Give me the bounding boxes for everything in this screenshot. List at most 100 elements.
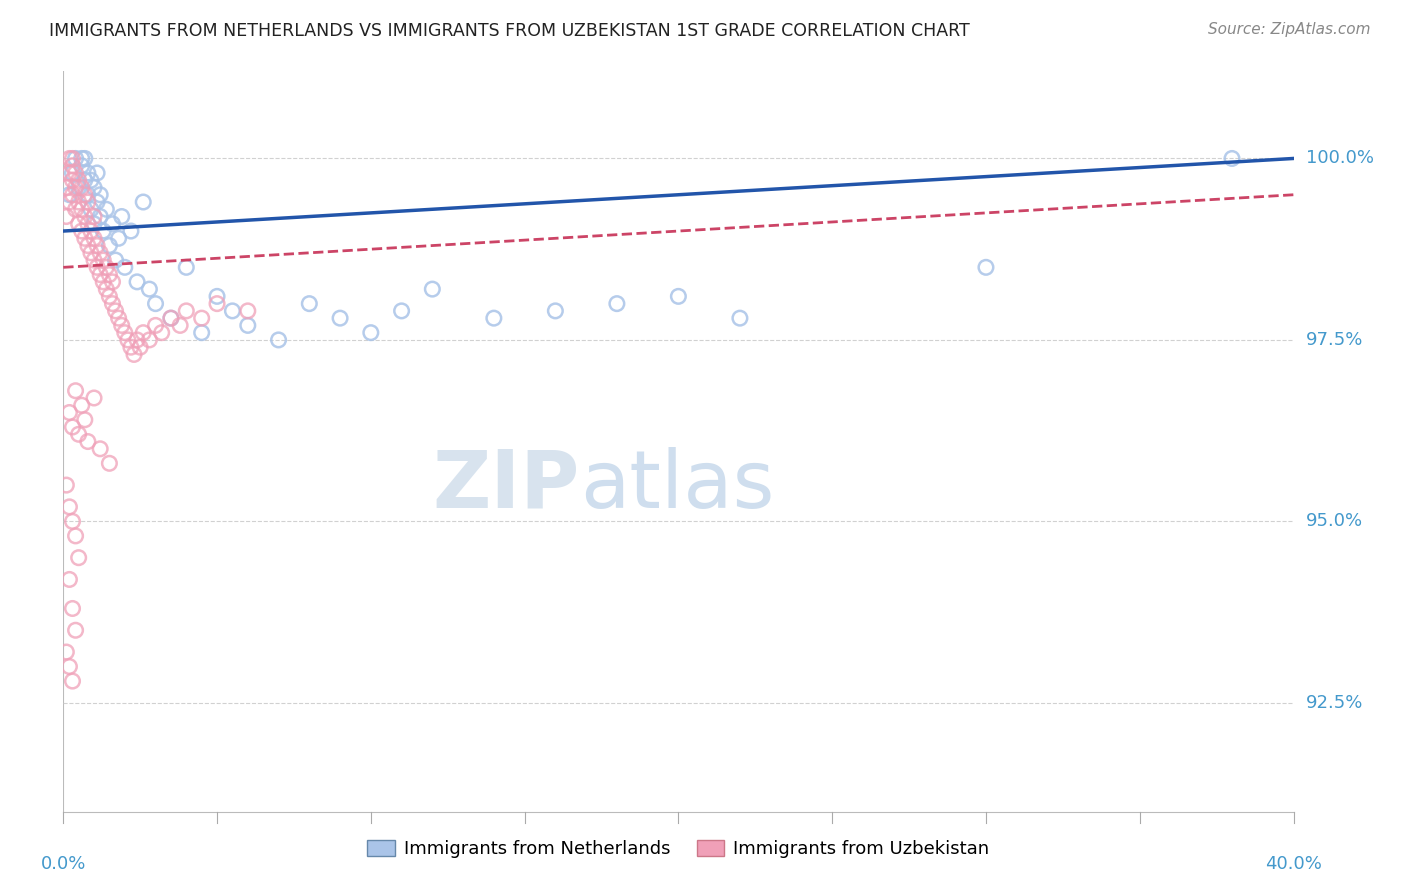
Point: [221, 304, 243, 318]
Point: [65, 202, 87, 217]
Point: [62, 420, 84, 434]
Point: [150, 326, 173, 340]
Point: [101, 296, 124, 310]
Point: [70, 159, 93, 173]
Point: [205, 296, 228, 310]
Point: [160, 311, 183, 326]
Legend: Immigrants from Netherlands, Immigrants from Uzbekistan: Immigrants from Netherlands, Immigrants …: [360, 833, 997, 865]
Point: [98, 456, 121, 470]
Point: [58, 405, 80, 419]
Point: [89, 187, 111, 202]
Point: [58, 194, 80, 209]
Point: [174, 260, 197, 275]
Point: [422, 282, 444, 296]
Point: [114, 326, 136, 340]
Point: [67, 173, 90, 187]
Point: [55, 210, 77, 224]
Point: [107, 311, 129, 326]
Point: [76, 217, 98, 231]
Point: [138, 333, 160, 347]
Point: [73, 187, 96, 202]
Point: [236, 318, 259, 333]
Point: [360, 326, 382, 340]
Point: [89, 442, 111, 456]
Point: [86, 166, 108, 180]
Point: [67, 217, 90, 231]
Point: [236, 304, 259, 318]
Bar: [1386, 103, 1406, 119]
Point: [73, 413, 96, 427]
Point: [83, 180, 105, 194]
Point: [329, 311, 352, 326]
Point: [91, 224, 114, 238]
Point: [70, 202, 93, 217]
Point: [58, 152, 80, 166]
Point: [62, 159, 84, 173]
Text: Source: ZipAtlas.com: Source: ZipAtlas.com: [1208, 22, 1371, 37]
Point: [70, 398, 93, 412]
Point: [55, 645, 77, 659]
Point: [96, 202, 118, 217]
Point: [58, 659, 80, 673]
Point: [544, 304, 567, 318]
Point: [98, 289, 121, 303]
Point: [80, 202, 103, 217]
Point: [127, 333, 148, 347]
Text: 40.0%: 40.0%: [1265, 855, 1322, 873]
Point: [190, 311, 212, 326]
Point: [606, 296, 628, 310]
Point: [145, 296, 167, 310]
Point: [101, 217, 124, 231]
Point: [138, 282, 160, 296]
Point: [73, 210, 96, 224]
Text: 0.0%: 0.0%: [41, 855, 86, 873]
Point: [76, 194, 98, 209]
Point: [80, 245, 103, 260]
Point: [70, 152, 93, 166]
Point: [974, 260, 997, 275]
Point: [62, 674, 84, 689]
Point: [205, 289, 228, 303]
Point: [96, 260, 118, 275]
Point: [67, 550, 90, 565]
Point: [65, 166, 87, 180]
Point: [129, 340, 152, 354]
Point: [122, 347, 145, 361]
Point: [160, 311, 183, 326]
FancyBboxPatch shape: [1371, 95, 1406, 167]
Text: ZIP: ZIP: [433, 447, 579, 525]
Point: [67, 427, 90, 442]
Text: 95.0%: 95.0%: [1306, 512, 1362, 531]
Text: 92.5%: 92.5%: [1306, 694, 1364, 712]
Point: [120, 340, 142, 354]
Text: 100.0%: 100.0%: [1306, 150, 1374, 168]
Bar: [1386, 132, 1406, 147]
Point: [83, 391, 105, 405]
Point: [120, 224, 142, 238]
Point: [70, 224, 93, 238]
Point: [1220, 152, 1243, 166]
Point: [111, 210, 134, 224]
Point: [62, 152, 84, 166]
Point: [62, 187, 84, 202]
Text: IMMIGRANTS FROM NETHERLANDS VS IMMIGRANTS FROM UZBEKISTAN 1ST GRADE CORRELATION : IMMIGRANTS FROM NETHERLANDS VS IMMIGRANT…: [49, 22, 970, 40]
Point: [104, 304, 127, 318]
Point: [107, 231, 129, 245]
Point: [101, 275, 124, 289]
Point: [132, 194, 155, 209]
Point: [298, 296, 321, 310]
Point: [91, 275, 114, 289]
Point: [132, 326, 155, 340]
Point: [127, 275, 148, 289]
Point: [98, 268, 121, 282]
Point: [58, 166, 80, 180]
Point: [86, 194, 108, 209]
Point: [80, 224, 103, 238]
Point: [76, 166, 98, 180]
Point: [169, 318, 191, 333]
Point: [104, 253, 127, 268]
Point: [91, 253, 114, 268]
Point: [111, 318, 134, 333]
Point: [62, 173, 84, 187]
Point: [145, 318, 167, 333]
